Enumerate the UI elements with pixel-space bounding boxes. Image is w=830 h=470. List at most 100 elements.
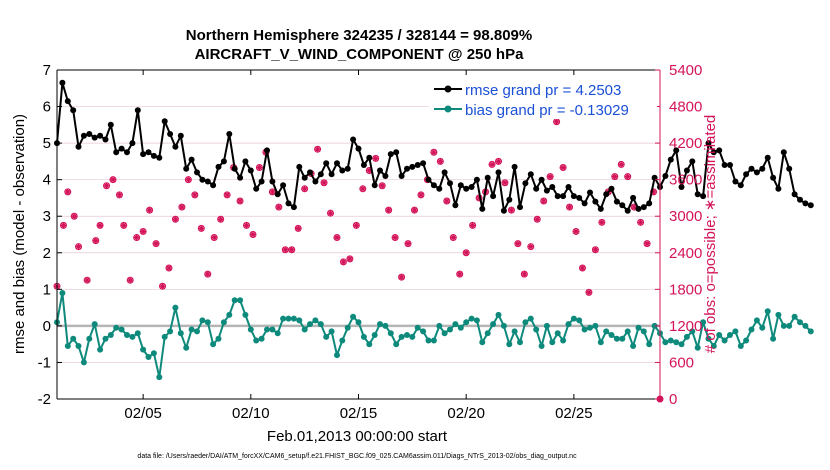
legend-bias-label: bias grand pr = -0.13029	[465, 102, 629, 119]
rmse-point	[177, 132, 184, 139]
rmse-point	[603, 191, 610, 198]
bias-point	[231, 297, 238, 304]
obs-point	[443, 197, 451, 205]
bias-point	[807, 328, 814, 335]
obs-assimilated-marker	[431, 149, 437, 156]
obs-point	[385, 206, 393, 214]
y-right-axis-label: # of obs: o=possible; ∗=assimilated	[702, 115, 719, 354]
bias-point	[301, 326, 308, 333]
y-right-tick-label: 2400	[669, 245, 702, 262]
bias-point	[786, 322, 793, 329]
bias-point	[317, 321, 324, 328]
bias-point	[393, 341, 400, 348]
bias-point	[576, 317, 583, 324]
bias-point	[721, 337, 728, 344]
obs-point	[352, 221, 360, 229]
obs-assimilated-marker	[110, 176, 116, 183]
obs-assimilated-marker	[340, 259, 347, 265]
y-left-ticks: -2 -1 0 1 2 3 4 5 6 7	[38, 62, 62, 408]
rmse-point	[129, 140, 136, 147]
obs-point	[59, 221, 67, 229]
obs-assimilated-marker	[573, 228, 579, 235]
rmse-point	[301, 174, 308, 181]
obs-assimilated-marker	[133, 234, 140, 241]
obs-point	[449, 234, 457, 242]
y-right-tick-label: 4200	[669, 135, 702, 152]
obs-assimilated-marker	[146, 207, 153, 213]
obs-point	[372, 154, 380, 162]
bias-point	[705, 335, 712, 342]
obs-assimilated-marker	[185, 176, 192, 183]
obs-point	[572, 227, 580, 235]
obs-assimilated-marker	[64, 188, 71, 195]
obs-count-markers	[53, 118, 664, 403]
rmse-point	[753, 169, 760, 176]
bias-point	[479, 339, 486, 346]
obs-point	[585, 288, 593, 296]
rmse-point	[527, 171, 534, 178]
obs-point	[294, 224, 302, 232]
rmse-point	[145, 149, 152, 156]
obs-point	[430, 148, 438, 156]
bias-point	[797, 319, 803, 326]
bias-point	[468, 315, 475, 322]
rmse-point	[124, 149, 130, 156]
rmse-point	[463, 185, 470, 192]
obs-assimilated-marker	[398, 274, 405, 281]
obs-assimilated-marker	[71, 213, 78, 220]
rmse-point	[317, 171, 324, 178]
bias-point	[140, 346, 147, 353]
rmse-point	[258, 178, 265, 185]
rmse-point	[59, 79, 66, 86]
rmse-point	[371, 182, 378, 189]
bias-point	[350, 313, 357, 320]
rmse-point	[172, 143, 179, 150]
obs-point	[178, 203, 186, 211]
bias-point	[780, 322, 787, 329]
rmse-point	[683, 167, 690, 174]
y-right-ticks: 0 600 1200 1800 2400 3000 3600 4200 4800 5400	[655, 62, 702, 408]
obs-assimilated-marker	[560, 164, 566, 171]
rmse-point	[339, 167, 346, 174]
obs-assimilated-marker	[179, 204, 185, 210]
bias-point	[409, 333, 416, 340]
rmse-point	[716, 147, 723, 154]
rmse-point	[592, 198, 599, 205]
rmse-point	[290, 204, 297, 211]
rmse-point	[570, 193, 577, 200]
obs-assimilated-marker	[372, 155, 379, 162]
rmse-point	[640, 204, 647, 211]
x-axis-label: Feb.01,2013 00:00:00 start	[267, 428, 448, 445]
rmse-point	[780, 149, 787, 156]
rmse-point	[646, 200, 653, 207]
bias-point	[290, 315, 297, 322]
bias-point	[226, 311, 233, 318]
obs-point	[566, 203, 574, 211]
x-tick-label: 02/10	[232, 405, 270, 422]
obs-assimilated-marker	[301, 185, 308, 192]
x-tick-label: 02/20	[447, 405, 485, 422]
obs-assimilated-marker	[405, 240, 411, 247]
bias-point	[86, 335, 93, 342]
obs-assimilated-marker	[456, 271, 463, 277]
obs-assimilated-marker	[495, 158, 502, 165]
obs-assimilated-marker	[502, 179, 508, 186]
obs-assimilated-marker	[579, 265, 586, 271]
rmse-point	[355, 145, 362, 152]
obs-point	[255, 163, 263, 171]
rmse-point	[86, 131, 93, 137]
obs-assimilated-marker	[547, 173, 554, 180]
obs-point	[204, 270, 212, 278]
bias-point	[716, 332, 723, 338]
bias-point	[522, 319, 529, 326]
obs-assimilated-marker	[489, 161, 495, 168]
rmse-point	[775, 185, 782, 192]
rmse-point	[140, 151, 147, 158]
y-left-tick-label: 5	[43, 135, 51, 152]
y-left-tick-label: 2	[43, 245, 51, 262]
obs-assimilated-marker	[275, 204, 282, 210]
obs-assimilated-marker	[159, 283, 166, 290]
obs-point	[96, 221, 104, 229]
bias-point	[258, 335, 265, 342]
legend-bias-marker	[444, 105, 452, 113]
